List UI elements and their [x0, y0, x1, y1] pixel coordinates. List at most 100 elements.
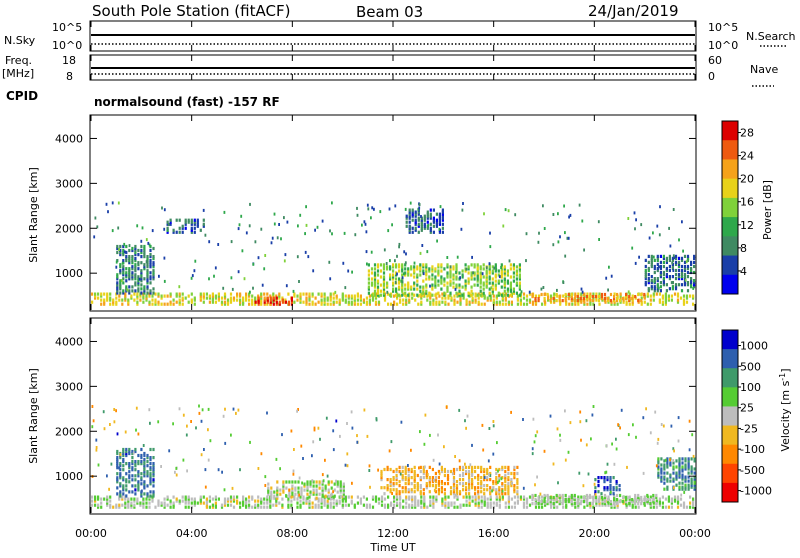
power-cell	[187, 300, 190, 304]
power-cell	[459, 276, 461, 280]
power-cell	[103, 298, 106, 302]
power-cell	[217, 243, 220, 246]
velocity-cell	[148, 497, 151, 501]
velocity-cell	[172, 501, 175, 505]
velocity-cell	[501, 492, 504, 496]
velocity-cell	[350, 495, 353, 499]
velocity-cell	[507, 497, 510, 501]
power-cell	[693, 256, 696, 260]
power-cell	[122, 244, 125, 249]
power-cell	[693, 285, 696, 289]
velocity-cell	[663, 487, 666, 491]
velocity-cell	[119, 476, 122, 480]
velocity-cell	[676, 505, 680, 509]
velocity-cell	[660, 475, 663, 479]
velocity-cell	[251, 497, 254, 501]
power-cell	[676, 294, 680, 298]
power-cell	[662, 281, 665, 285]
velocity-cell	[498, 503, 501, 507]
power-cell	[504, 277, 506, 281]
velocity-cell	[462, 465, 465, 469]
power-cell	[257, 294, 260, 298]
velocity-cell	[689, 505, 692, 509]
power-cell	[423, 226, 426, 230]
velocity-cell	[678, 465, 681, 469]
velocity-cell	[395, 492, 398, 496]
y-tick-label: 1000	[55, 267, 83, 280]
velocity-cell	[321, 473, 324, 477]
power-cell	[413, 271, 416, 275]
power-cell	[485, 269, 488, 273]
power-cell	[458, 291, 461, 295]
velocity-cell	[296, 505, 299, 509]
velocity-cell	[573, 495, 576, 500]
power-cell	[382, 287, 386, 291]
velocity-cell	[386, 486, 389, 490]
power-cell	[644, 264, 647, 269]
power-cell	[482, 293, 485, 297]
velocity-cell	[327, 488, 330, 492]
velocity-cell	[236, 499, 239, 503]
velocity-cell	[640, 495, 643, 500]
velocity-cell	[555, 495, 558, 500]
velocity-cell	[498, 488, 501, 492]
power-cell	[211, 300, 214, 304]
power-cell	[588, 295, 591, 299]
power-cell	[166, 220, 169, 224]
power-cell	[637, 292, 640, 297]
velocity-cell	[567, 498, 570, 502]
power-cell	[650, 262, 653, 266]
velocity-cell	[389, 484, 392, 488]
power-cell	[693, 270, 696, 275]
power-cell	[312, 269, 315, 273]
power-cell	[407, 285, 410, 289]
power-cell	[117, 201, 120, 205]
velocity-cell	[368, 469, 371, 472]
power-cell	[122, 281, 125, 285]
velocity-cell	[646, 498, 649, 502]
power-cell	[383, 296, 387, 300]
velocity-cell	[106, 474, 108, 478]
velocity-cell	[492, 480, 495, 484]
velocity-cell	[613, 505, 616, 509]
velocity-cell	[429, 433, 431, 437]
velocity-cell	[483, 501, 486, 505]
velocity-cell	[330, 496, 333, 500]
power-cell	[146, 273, 149, 277]
velocity-cell	[540, 500, 543, 504]
power-cell	[321, 219, 324, 223]
power-cell	[163, 227, 166, 231]
velocity-cell	[172, 495, 175, 499]
power-cell	[420, 300, 423, 304]
power-cell	[223, 210, 226, 214]
velocity-cell	[140, 447, 143, 452]
velocity-cell	[119, 464, 122, 468]
velocity-cell	[269, 505, 272, 509]
velocity-cell	[279, 467, 281, 471]
power-cell	[525, 298, 529, 302]
power-cell	[413, 287, 416, 291]
power-cell	[172, 228, 175, 232]
velocity-cell	[282, 482, 285, 486]
power-cell	[482, 287, 485, 291]
power-cell	[625, 295, 628, 299]
velocity-cell	[300, 490, 303, 494]
velocity-cell	[333, 482, 336, 486]
power-cell	[479, 265, 482, 269]
velocity-cell	[313, 426, 316, 430]
velocity-cell	[410, 490, 413, 494]
power-cell	[140, 287, 143, 291]
power-cell	[134, 273, 137, 277]
power-cell	[652, 298, 655, 302]
velocity-cell	[435, 497, 438, 501]
velocity-cell	[456, 505, 459, 509]
power-cell	[127, 302, 130, 306]
velocity-cell	[669, 463, 672, 467]
velocity-cell	[513, 471, 516, 476]
velocity-cell	[423, 505, 426, 509]
velocity-cell	[281, 433, 283, 437]
velocity-cell	[336, 482, 339, 486]
power-cell	[305, 205, 307, 209]
power-cell	[332, 292, 335, 296]
